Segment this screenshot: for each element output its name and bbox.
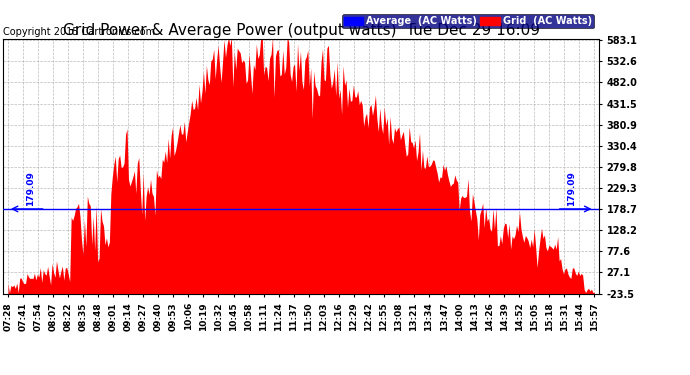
Text: 179.09: 179.09: [567, 171, 576, 206]
Legend: Average  (AC Watts), Grid  (AC Watts): Average (AC Watts), Grid (AC Watts): [342, 13, 594, 28]
Text: 179.09: 179.09: [26, 171, 35, 206]
Text: Copyright 2015 Cartronics.com: Copyright 2015 Cartronics.com: [3, 27, 155, 37]
Title: Grid Power & Average Power (output watts)  Tue Dec 29 16:09: Grid Power & Average Power (output watts…: [63, 23, 540, 38]
